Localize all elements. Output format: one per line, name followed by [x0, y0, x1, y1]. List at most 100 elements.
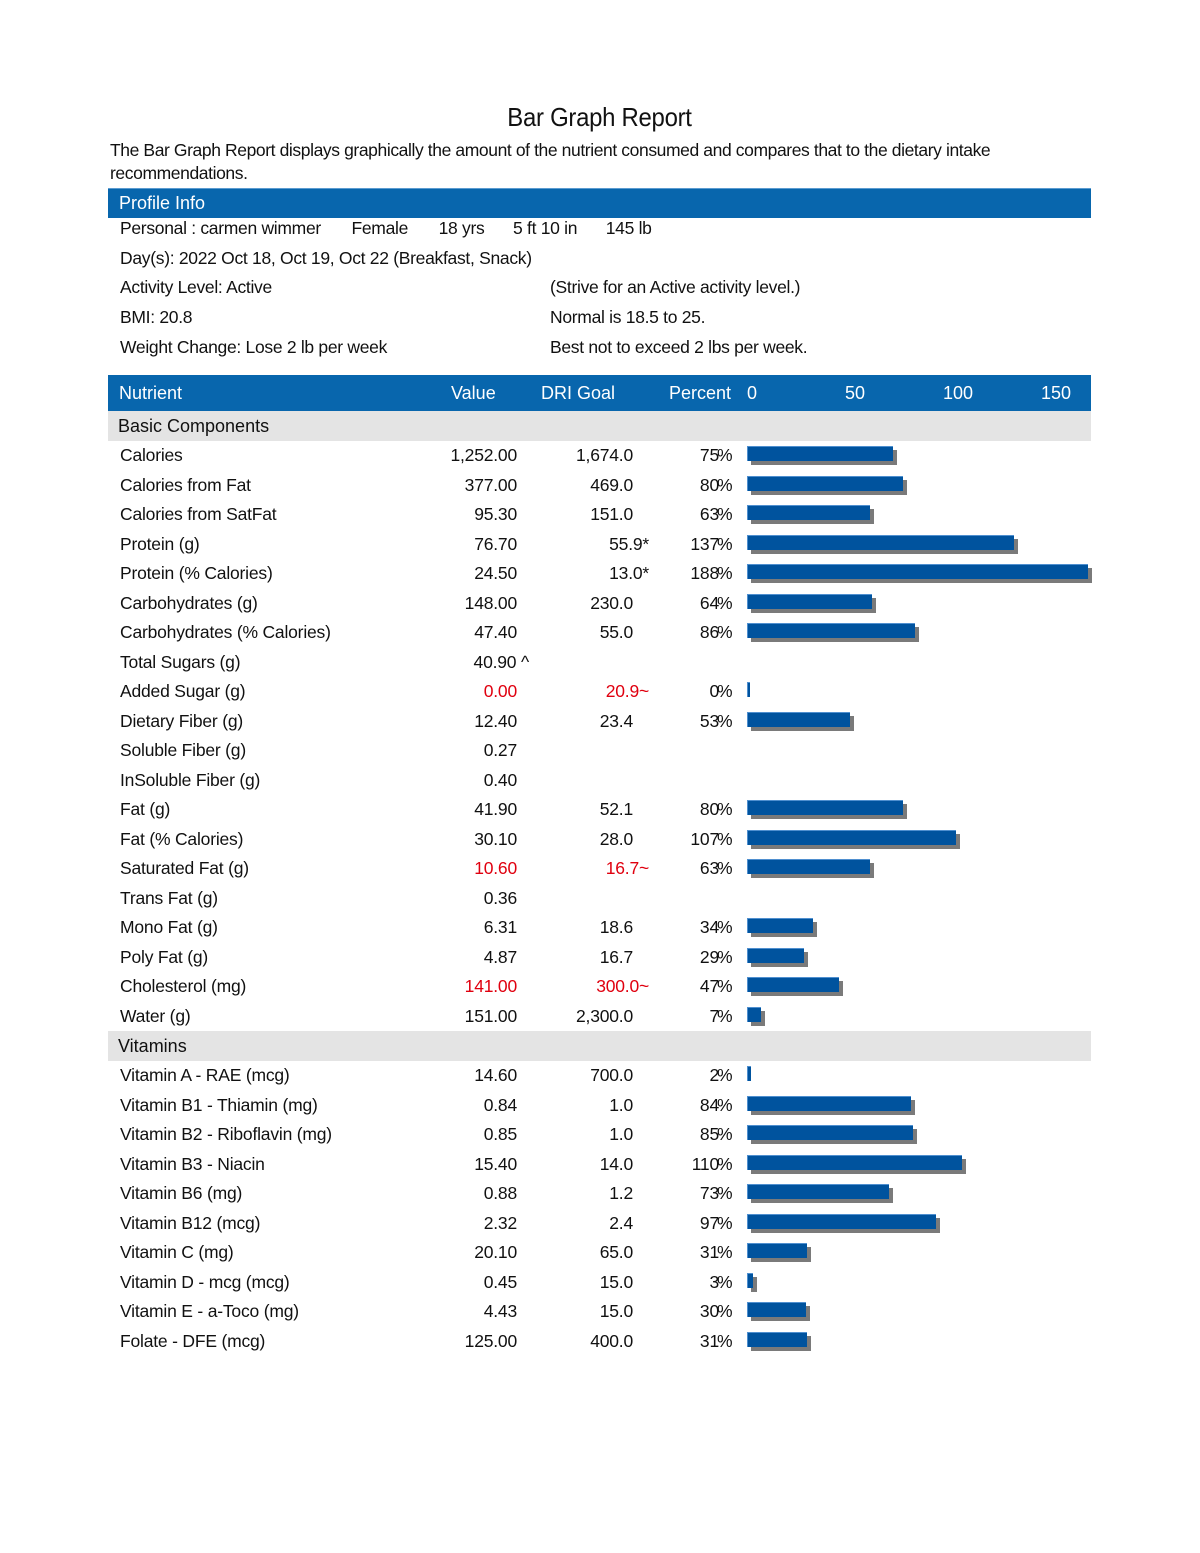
nutrient-row: Fat (% Calories) 30.10 28.0 107 %	[108, 825, 1091, 854]
nutrient-dri-goal: 151.0	[590, 504, 633, 524]
nutrient-name: Mono Fat (g)	[120, 917, 218, 937]
nutrient-percent: 80	[699, 474, 719, 495]
nutrient-value: 14.60	[474, 1065, 517, 1085]
percent-sign: %	[717, 1153, 733, 1174]
personal-weight: 145 lb	[605, 218, 652, 238]
nutrient-value: 2.32	[483, 1212, 517, 1233]
nutrient-name: Vitamin B6 (mg)	[120, 1183, 243, 1203]
days-text: Day(s): 2022 Oct 18, Oct 19, Oct 22 (Bre…	[120, 248, 532, 268]
nutrient-percent: 47	[699, 976, 719, 996]
percent-bar-fill	[747, 623, 915, 638]
nutrient-row: Poly Fat (g) 4.87 16.7 29 %	[108, 943, 1091, 972]
nutrient-value: 6.31	[483, 917, 517, 937]
nutrient-name: Vitamin B12 (mcg)	[120, 1212, 261, 1233]
weight-change-note: Best not to exceed 2 lbs per week.	[550, 337, 808, 357]
nutrient-value: 141.00	[464, 976, 518, 996]
nutrient-dri-goal: 16.7~	[605, 858, 649, 878]
nutrient-percent: 85	[699, 1124, 719, 1144]
profile-days-row: Day(s): 2022 Oct 18, Oct 19, Oct 22 (Bre…	[120, 248, 532, 269]
nutrient-value: 4.43	[483, 1301, 517, 1321]
percent-bar-fill	[747, 1066, 751, 1081]
axis-tick-150: 150	[1041, 383, 1072, 403]
nutrient-name: Carbohydrates (% Calories)	[120, 622, 331, 642]
nutrient-row: Vitamin B3 - Niacin 15.40 14.0 110 %	[108, 1150, 1091, 1179]
percent-bar-fill	[747, 505, 870, 520]
nutrient-value: 41.90	[474, 799, 517, 819]
nutrient-row: Calories 1,252.00 1,674.0 75 %	[108, 441, 1091, 470]
nutrient-percent: 107	[690, 828, 719, 849]
percent-sign: %	[717, 710, 733, 731]
percent-sign: %	[717, 799, 733, 819]
nutrient-dri-goal: 469.0	[590, 474, 633, 495]
percent-bar-fill	[747, 859, 870, 874]
nutrient-percent: 188	[690, 563, 719, 583]
nutrient-value: 40.90 ^	[473, 651, 530, 672]
nutrient-dri-goal: 65.0	[599, 1242, 633, 1262]
percent-bar-fill	[747, 1095, 911, 1111]
nutrient-percent: 63	[699, 504, 719, 524]
nutrient-name: Protein (g)	[120, 533, 200, 554]
nutrient-percent: 31	[699, 1242, 719, 1262]
nutrient-value: 0.36	[483, 887, 517, 908]
profile-weight-change-row: Weight Change: Lose 2 lb per week Best n…	[120, 337, 808, 358]
nutrient-name: Trans Fat (g)	[120, 887, 218, 908]
nutrient-name: InSoluble Fiber (g)	[120, 769, 261, 790]
nutrient-name: Calories from SatFat	[120, 504, 277, 524]
nutrient-row: Vitamin B1 - Thiamin (mg) 0.84 1.0 84 %	[108, 1091, 1091, 1120]
nutrient-row: Vitamin B6 (mg) 0.88 1.2 73 %	[108, 1179, 1091, 1208]
nutrient-row: Vitamin E - a-Toco (mg) 4.43 15.0 30 %	[108, 1297, 1091, 1326]
percent-bar-fill	[747, 1154, 962, 1170]
percent-sign: %	[717, 1271, 733, 1292]
nutrient-name: Vitamin B1 - Thiamin (mg)	[120, 1094, 318, 1115]
nutrient-row: Vitamin A - RAE (mcg) 14.60 700.0 2 %	[108, 1061, 1091, 1090]
percent-bar-fill	[747, 800, 903, 815]
weight-change: Weight Change: Lose 2 lb per week	[120, 337, 388, 357]
nutrient-percent: 80	[699, 799, 719, 819]
personal-name: Personal : carmen wimmer	[120, 218, 321, 238]
nutrient-name: Fat (g)	[120, 799, 171, 819]
nutrient-value: 30.10	[474, 828, 517, 849]
nutrient-value: 10.60	[474, 858, 517, 878]
nutrient-value: 20.10	[474, 1242, 517, 1262]
percent-sign: %	[717, 1094, 733, 1115]
nutrient-dri-goal: 52.1	[599, 799, 633, 819]
nutrient-row: Vitamin C (mg) 20.10 65.0 31 %	[108, 1238, 1091, 1267]
percent-bar-fill	[747, 1184, 890, 1199]
percent-sign: %	[717, 1124, 733, 1144]
percent-sign: %	[717, 681, 733, 701]
section-header: Vitamins	[108, 1031, 1091, 1061]
header-nutrient: Nutrient	[119, 383, 183, 403]
nutrient-dri-goal: 700.0	[590, 1065, 633, 1085]
nutrient-percent: 84	[699, 1094, 719, 1115]
percent-bar-fill	[747, 446, 894, 461]
nutrient-name: Poly Fat (g)	[120, 946, 209, 967]
nutrient-dri-goal: 400.0	[590, 1330, 633, 1351]
nutrient-dri-goal: 13.0*	[609, 563, 649, 583]
nutrient-name: Soluble Fiber (g)	[120, 740, 246, 760]
nutrient-dri-goal: 18.6	[599, 917, 633, 937]
nutrient-value: 0.00	[483, 681, 517, 701]
nutrient-value: 15.40	[474, 1153, 517, 1174]
nutrient-row: Protein (% Calories) 24.50 13.0* 188 %	[108, 559, 1092, 588]
percent-bar-fill	[747, 829, 956, 845]
nutrient-dri-goal: 2,300.0	[576, 1005, 633, 1026]
nutrient-dri-goal: 1.0	[609, 1124, 633, 1144]
percent-sign: %	[717, 917, 733, 937]
axis-tick-100: 100	[943, 383, 974, 403]
axis-tick-50: 50	[845, 383, 866, 403]
nutrient-dri-goal: 28.0	[599, 828, 633, 849]
bmi-value: BMI: 20.8	[120, 307, 193, 327]
percent-sign: %	[717, 1301, 733, 1321]
nutrient-name: Dietary Fiber (g)	[120, 710, 244, 731]
nutrient-dri-goal: 1,674.0	[576, 445, 633, 465]
nutrient-row: Vitamin B12 (mcg) 2.32 2.4 97 %	[108, 1209, 1091, 1238]
nutrient-dri-goal: 16.7	[599, 946, 633, 967]
percent-sign: %	[717, 592, 733, 613]
nutrient-dri-goal: 15.0	[599, 1301, 633, 1321]
percent-bar-fill	[747, 1331, 808, 1347]
percent-sign: %	[717, 1212, 733, 1233]
nutrient-name: Folate - DFE (mcg)	[120, 1330, 266, 1351]
nutrient-dri-goal: 20.9~	[605, 681, 649, 701]
nutrient-name: Protein (% Calories)	[120, 563, 273, 583]
profile-activity-row: Activity Level: Active (Strive for an Ac…	[120, 277, 801, 298]
